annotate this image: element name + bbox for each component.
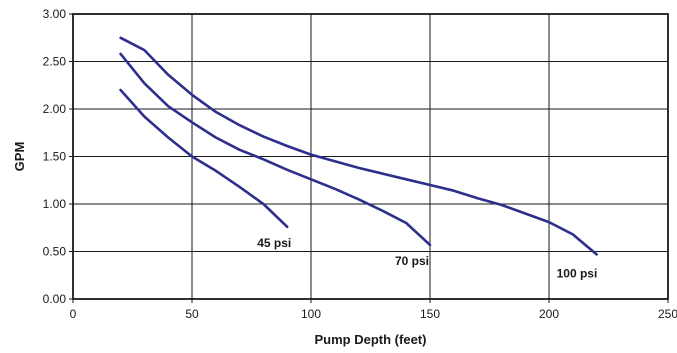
- grid-lines: [73, 14, 668, 299]
- plot-area-frame: [72, 13, 669, 300]
- x-tick-label: 150: [420, 307, 440, 321]
- y-axis-title: GPM: [12, 142, 27, 172]
- series-label-45-psi: 45 psi: [257, 236, 291, 250]
- x-tick-label: 0: [70, 307, 77, 321]
- x-tick-label: 250: [658, 307, 677, 321]
- x-tick-label: 100: [301, 307, 321, 321]
- series-line-100-psi: [119, 36, 598, 256]
- y-tick-label: 1.50: [43, 150, 67, 164]
- y-tick-label: 2.50: [43, 55, 67, 69]
- y-tick-label: 0.00: [43, 292, 67, 306]
- x-tick-label: 50: [185, 307, 199, 321]
- series-label-100-psi: 100 psi: [557, 266, 598, 280]
- series-line-45-psi: [119, 88, 289, 229]
- x-tick-label: 200: [539, 307, 559, 321]
- y-tick-label: 2.00: [43, 102, 67, 116]
- series-line-70-psi: [119, 52, 432, 247]
- series-lines: [119, 36, 598, 256]
- x-axis-title: Pump Depth (feet): [315, 332, 427, 347]
- series-label-70-psi: 70 psi: [395, 254, 429, 268]
- series-labels: 45 psi 70 psi 100 psi: [257, 236, 597, 281]
- y-tick-label: 3.00: [43, 7, 67, 21]
- x-axis-ticks: 0 50 100 150 200 250: [70, 299, 677, 321]
- y-tick-label: 1.00: [43, 197, 67, 211]
- y-tick-label: 0.50: [43, 245, 67, 259]
- y-axis-ticks: 0.00 0.50 1.00 1.50 2.00 2.50 3.00: [43, 7, 73, 306]
